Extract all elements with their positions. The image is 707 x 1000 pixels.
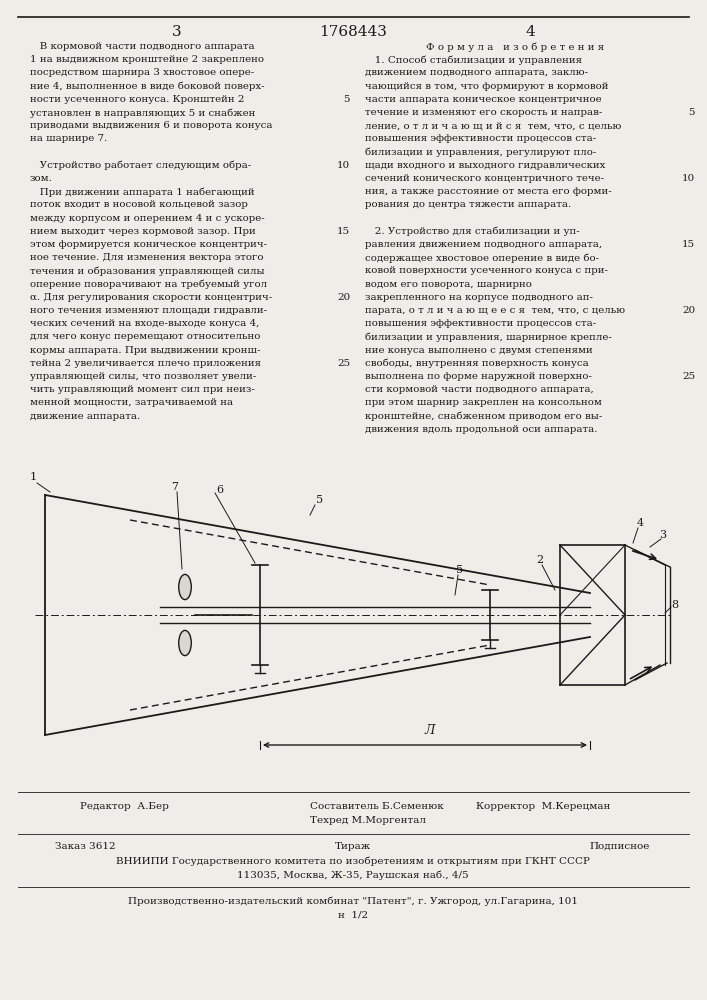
Text: Производственно-издательский комбинат "Патент", г. Ужгород, ул.Гагарина, 101: Производственно-издательский комбинат "П… [128,896,578,906]
Text: 20: 20 [682,306,695,315]
Text: тейна 2 увеличивается плечо приложения: тейна 2 увеличивается плечо приложения [30,359,261,368]
Text: ление, о т л и ч а ю щ и й с я  тем, что, с целью: ление, о т л и ч а ю щ и й с я тем, что,… [365,121,621,130]
Text: н  1/2: н 1/2 [338,910,368,919]
Text: 8: 8 [672,600,679,610]
Text: щади входного и выходного гидравлических: щади входного и выходного гидравлических [365,161,605,170]
Text: на шарнире 7.: на шарнире 7. [30,134,107,143]
Text: кронштейне, снабженном приводом его вы-: кронштейне, снабженном приводом его вы- [365,412,602,421]
Text: 3: 3 [660,530,667,540]
Text: кормы аппарата. При выдвижении кронш-: кормы аппарата. При выдвижении кронш- [30,346,260,355]
Text: приводами выдвижения 6 и поворота конуса: приводами выдвижения 6 и поворота конуса [30,121,272,130]
Text: Тираж: Тираж [335,842,371,851]
Text: движение аппарата.: движение аппарата. [30,412,140,421]
Text: течения и образования управляющей силы: течения и образования управляющей силы [30,266,264,276]
Text: повышения эффективности процессов ста-: повышения эффективности процессов ста- [365,134,596,143]
Text: менной мощности, затрачиваемой на: менной мощности, затрачиваемой на [30,398,233,407]
Text: при этом шарнир закреплен на консольном: при этом шарнир закреплен на консольном [365,398,602,407]
Text: 15: 15 [682,240,695,249]
Text: Корректор  М.Керецман: Корректор М.Керецман [476,802,610,811]
Text: α. Для регулирования скорости концентрич-: α. Для регулирования скорости концентрич… [30,293,272,302]
Text: Подписное: Подписное [590,842,650,851]
Text: установлен в направляющих 5 и снабжен: установлен в направляющих 5 и снабжен [30,108,255,117]
Text: посредством шарнира 3 хвостовое опере-: посредством шарнира 3 хвостовое опере- [30,68,255,77]
Text: ное течение. Для изменения вектора этого: ное течение. Для изменения вектора этого [30,253,264,262]
Text: нием выходит через кормовой зазор. При: нием выходит через кормовой зазор. При [30,227,256,236]
Text: ния, а также расстояние от места его форми-: ния, а также расстояние от места его фор… [365,187,612,196]
Text: ВНИИПИ Государственного комитета по изобретениям и открытиям при ГКНТ СССР: ВНИИПИ Государственного комитета по изоб… [116,857,590,866]
Text: Устройство работает следующим обра-: Устройство работает следующим обра- [30,161,251,170]
Text: содержащее хвостовое оперение в виде бо-: содержащее хвостовое оперение в виде бо- [365,253,599,263]
Text: При движении аппарата 1 набегающий: При движении аппарата 1 набегающий [30,187,255,197]
Text: свободы, внутренняя поверхность конуса: свободы, внутренняя поверхность конуса [365,359,589,368]
Text: выполнена по форме наружной поверхно-: выполнена по форме наружной поверхно- [365,372,592,381]
Text: 1 на выдвижном кронштейне 2 закреплено: 1 на выдвижном кронштейне 2 закреплено [30,55,264,64]
Text: 7: 7 [172,482,178,492]
Text: водом его поворота, шарнирно: водом его поворота, шарнирно [365,280,532,289]
Text: 6: 6 [216,485,223,495]
Text: 113035, Москва, Ж-35, Раушская наб., 4/5: 113035, Москва, Ж-35, Раушская наб., 4/5 [237,871,469,880]
Text: 5: 5 [457,565,464,575]
Text: течение и изменяют его скорость и направ-: течение и изменяют его скорость и направ… [365,108,602,117]
Text: рования до центра тяжести аппарата.: рования до центра тяжести аппарата. [365,200,571,209]
Text: повышения эффективности процессов ста-: повышения эффективности процессов ста- [365,319,596,328]
Text: чить управляющий момент сил при неиз-: чить управляющий момент сил при неиз- [30,385,255,394]
Text: 5: 5 [344,95,350,104]
Text: ческих сечений на входе-выходе конуса 4,: ческих сечений на входе-выходе конуса 4, [30,319,259,328]
Text: 20: 20 [337,293,350,302]
Text: Л: Л [425,724,436,737]
Ellipse shape [179,574,192,600]
Text: чающийся в том, что формируют в кормовой: чающийся в том, что формируют в кормовой [365,82,609,91]
Text: управляющей силы, что позволяет увели-: управляющей силы, что позволяет увели- [30,372,257,381]
Text: 10: 10 [682,174,695,183]
Text: ного течения изменяют площади гидравли-: ного течения изменяют площади гидравли- [30,306,267,315]
Text: Заказ 3612: Заказ 3612 [55,842,116,851]
Text: 2. Устройство для стабилизации и уп-: 2. Устройство для стабилизации и уп- [365,227,580,236]
Text: движения вдоль продольной оси аппарата.: движения вдоль продольной оси аппарата. [365,425,597,434]
Text: 2: 2 [537,555,544,565]
Text: ковой поверхности усеченного конуса с при-: ковой поверхности усеченного конуса с пр… [365,266,608,275]
Text: билизации и управления, шарнирное крепле-: билизации и управления, шарнирное крепле… [365,332,612,342]
Text: Редактор  А.Бер: Редактор А.Бер [80,802,169,811]
Text: между корпусом и оперением 4 и с ускоре-: между корпусом и оперением 4 и с ускоре- [30,214,264,223]
Text: этом формируется коническое концентрич-: этом формируется коническое концентрич- [30,240,267,249]
Text: ности усеченного конуса. Кронштейн 2: ности усеченного конуса. Кронштейн 2 [30,95,245,104]
Text: В кормовой части подводного аппарата: В кормовой части подводного аппарата [30,42,255,51]
Text: 5: 5 [317,495,324,505]
Text: парата, о т л и ч а ю щ е е с я  тем, что, с целью: парата, о т л и ч а ю щ е е с я тем, что… [365,306,625,315]
Text: для чего конус перемещают относительно: для чего конус перемещают относительно [30,332,260,341]
Ellipse shape [179,630,192,656]
Text: Составитель Б.Семенюк: Составитель Б.Семенюк [310,802,444,811]
Text: 4: 4 [636,518,643,528]
Text: сечений конического концентричного тече-: сечений конического концентричного тече- [365,174,604,183]
Text: 1. Способ стабилизации и управления: 1. Способ стабилизации и управления [365,55,582,65]
Text: закрепленного на корпусе подводного ап-: закрепленного на корпусе подводного ап- [365,293,593,302]
Text: 3: 3 [173,25,182,39]
Text: движением подводного аппарата, заклю-: движением подводного аппарата, заклю- [365,68,588,77]
Text: билизации и управления, регулируют пло-: билизации и управления, регулируют пло- [365,148,597,157]
Text: зом.: зом. [30,174,53,183]
Text: 15: 15 [337,227,350,236]
Text: Техред М.Моргентал: Техред М.Моргентал [310,816,426,825]
Text: сти кормовой части подводного аппарата,: сти кормовой части подводного аппарата, [365,385,594,394]
Text: ние конуса выполнено с двумя степенями: ние конуса выполнено с двумя степенями [365,346,592,355]
Text: 10: 10 [337,161,350,170]
Text: части аппарата коническое концентричное: части аппарата коническое концентричное [365,95,602,104]
Text: поток входит в носовой кольцевой зазор: поток входит в носовой кольцевой зазор [30,200,248,209]
Text: ние 4, выполненное в виде боковой поверх-: ние 4, выполненное в виде боковой поверх… [30,82,264,91]
Text: Ф о р м у л а   и з о б р е т е н и я: Ф о р м у л а и з о б р е т е н и я [426,42,604,51]
Text: 5: 5 [689,108,695,117]
Text: 25: 25 [682,372,695,381]
Text: 25: 25 [337,359,350,368]
Text: равления движением подводного аппарата,: равления движением подводного аппарата, [365,240,602,249]
Text: оперение поворачивают на требуемый угол: оперение поворачивают на требуемый угол [30,280,267,289]
Text: 1768443: 1768443 [319,25,387,39]
Text: 4: 4 [525,25,535,39]
Text: 1: 1 [30,472,37,482]
